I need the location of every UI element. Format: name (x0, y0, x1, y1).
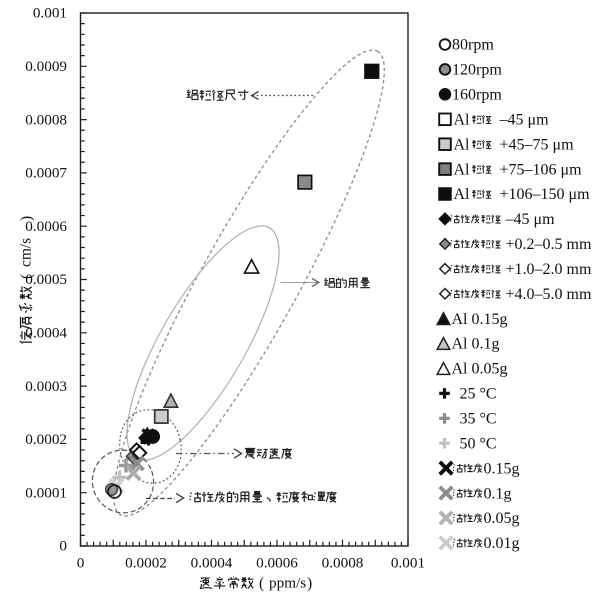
svg-text:0.0004: 0.0004 (191, 555, 233, 572)
svg-text:+4.0–5.0 mm: +4.0–5.0 mm (506, 286, 592, 303)
svg-text:25 °C: 25 °C (460, 386, 497, 403)
svg-text:0.05g: 0.05g (484, 510, 520, 527)
svg-text:160rpm: 160rpm (452, 87, 502, 104)
svg-text:35 °C: 35 °C (460, 411, 497, 428)
svg-text:Al: Al (454, 112, 471, 129)
svg-text:0.0009: 0.0009 (25, 58, 67, 75)
svg-text:0.0005: 0.0005 (25, 271, 67, 288)
svg-text:120rpm: 120rpm (452, 62, 502, 79)
svg-text:): ) (307, 575, 312, 592)
svg-text:0.0008: 0.0008 (322, 555, 364, 572)
svg-text:0.001: 0.001 (33, 5, 67, 22)
svg-text:0.001: 0.001 (391, 555, 425, 572)
svg-text:+45–75 μm: +45–75 μm (500, 136, 575, 153)
svg-text:): ) (18, 216, 35, 221)
svg-text:+0.2–0.5 mm: +0.2–0.5 mm (506, 236, 592, 253)
svg-text:0.0007: 0.0007 (25, 165, 67, 182)
svg-text:0.1g: 0.1g (484, 485, 512, 502)
svg-text:0.0006: 0.0006 (25, 218, 67, 235)
svg-text:Al 0.05g: Al 0.05g (452, 361, 508, 378)
svg-text:+1.0–2.0 mm: +1.0–2.0 mm (506, 261, 592, 278)
svg-text:50 °C: 50 °C (460, 435, 497, 452)
svg-text:0.0004: 0.0004 (25, 325, 67, 342)
svg-text:Al 0.15g: Al 0.15g (452, 311, 508, 328)
svg-text:0.0003: 0.0003 (25, 378, 67, 395)
svg-text:–45 μm: –45 μm (505, 211, 556, 228)
svg-text:0.01g: 0.01g (484, 535, 520, 552)
svg-text:Al: Al (454, 186, 471, 203)
svg-text:+75–106 μm: +75–106 μm (500, 161, 583, 178)
svg-text:(: ( (18, 274, 35, 279)
svg-text:0: 0 (77, 555, 85, 572)
svg-text:Al: Al (454, 161, 471, 178)
svg-text:0.0002: 0.0002 (125, 555, 167, 572)
svg-text:–45 μm: –45 μm (499, 112, 550, 129)
svg-text:(: ( (259, 575, 264, 592)
svg-text:+106–150 μm: +106–150 μm (500, 186, 591, 203)
svg-text:0.0002: 0.0002 (25, 431, 67, 448)
svg-text:80rpm: 80rpm (452, 37, 494, 54)
svg-text:0: 0 (59, 538, 67, 555)
svg-text:Al: Al (454, 136, 471, 153)
svg-text:Al 0.1g: Al 0.1g (452, 336, 500, 353)
svg-text:0.0006: 0.0006 (256, 555, 298, 572)
svg-text:0.0001: 0.0001 (25, 484, 67, 501)
svg-text:0.0008: 0.0008 (25, 111, 67, 128)
svg-text:ppm/s: ppm/s (269, 575, 306, 592)
svg-text:cm/s: cm/s (18, 238, 35, 267)
svg-text:0.15g: 0.15g (484, 460, 520, 477)
